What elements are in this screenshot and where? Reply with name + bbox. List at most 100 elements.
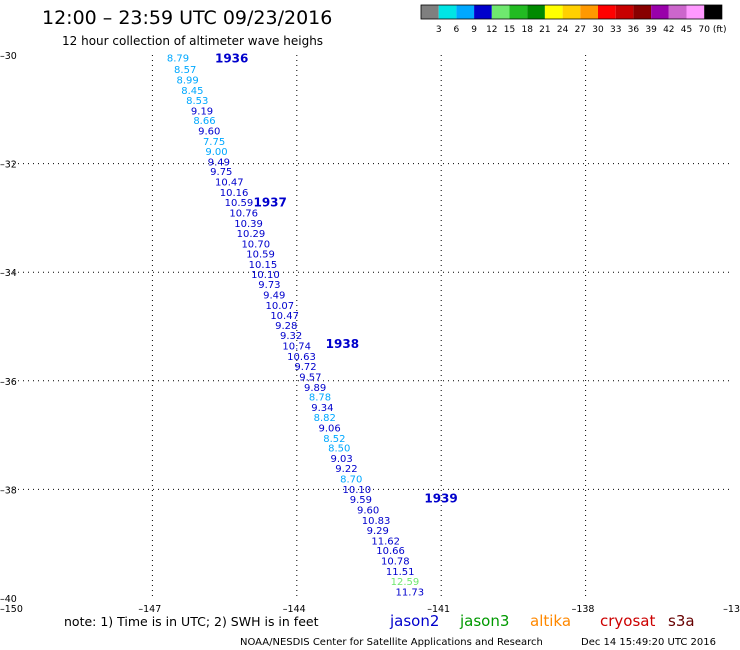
x-tick-label: –141 [427, 604, 450, 615]
swh-value: 11.51 [386, 567, 415, 578]
y-tick-label: –32 [0, 160, 17, 171]
color-swatch [491, 5, 510, 19]
swh-value: 10.59 [246, 250, 275, 261]
swh-value: 10.78 [381, 557, 410, 568]
color-swatch [704, 5, 722, 19]
swh-value: 10.74 [282, 342, 311, 353]
swh-value: 9.00 [205, 147, 227, 158]
color-tick-label: 24 [557, 25, 569, 35]
color-tick-label: 18 [521, 25, 533, 35]
x-tick-label: –147 [138, 604, 161, 615]
timestamp: Dec 14 15:49:20 UTC 2016 [581, 637, 716, 648]
y-tick-label: –36 [0, 377, 17, 388]
color-swatch [580, 5, 598, 19]
swh-value: 10.10 [343, 485, 372, 496]
color-swatch [474, 5, 492, 19]
swh-value: 8.57 [174, 65, 196, 76]
swh-value: 10.59 [225, 198, 254, 209]
color-swatch [456, 5, 475, 19]
pass-time-labels: 1936 1937 1938 1939 [215, 52, 458, 506]
swh-value: 8.70 [340, 475, 362, 486]
swh-value: 9.49 [263, 290, 285, 301]
color-tick-label: 42 [663, 25, 674, 35]
satellite-jason3: jason3 [459, 612, 509, 630]
swh-value: 9.03 [330, 454, 352, 465]
lat-lon-grid [8, 55, 730, 598]
swh-value: 9.57 [299, 372, 321, 383]
swh-value: 9.59 [350, 495, 372, 506]
swh-value: 9.75 [210, 167, 232, 178]
swh-value: 8.53 [186, 96, 208, 107]
swh-value: 10.76 [229, 208, 258, 219]
swh-value: 11.73 [395, 587, 424, 598]
swh-value: 10.39 [234, 219, 263, 230]
color-swatch [686, 5, 705, 19]
color-tick-label: 3 [436, 25, 442, 35]
swh-value: 9.34 [311, 403, 333, 414]
satellite-jason2: jason2 [389, 612, 439, 630]
color-tick-label: 39 [645, 25, 657, 35]
color-swatch [421, 5, 439, 19]
color-tick-label: 70 [698, 25, 710, 35]
swh-value: 10.63 [287, 352, 316, 363]
y-tick-label: –40 [0, 594, 17, 605]
swh-value: 8.50 [328, 444, 350, 455]
color-unit-label: (ft) [713, 25, 727, 35]
swh-value: 8.79 [167, 54, 189, 65]
swh-value: 10.16 [220, 188, 249, 199]
color-tick-label: 30 [592, 25, 604, 35]
x-tick-label: –150 [0, 604, 23, 615]
color-bar-frame [420, 4, 723, 20]
swh-value: 9.60 [357, 505, 379, 516]
color-swatch [651, 5, 669, 19]
swh-value: 11.62 [371, 536, 400, 547]
pass-time-label: 1936 [215, 52, 248, 66]
swh-value: 8.52 [323, 434, 345, 445]
color-swatch [527, 5, 545, 19]
swh-value: 7.75 [203, 137, 225, 148]
satellite-altika: altika [530, 612, 571, 630]
swh-value: 9.29 [367, 526, 389, 537]
color-tick-label: 15 [504, 25, 515, 35]
color-swatch [509, 5, 528, 19]
swh-value: 10.15 [249, 260, 278, 271]
swh-value: 9.28 [275, 321, 297, 332]
swh-value: 9.73 [258, 280, 280, 291]
color-scale-legend: 3 6 9 12 15 18 21 24 27 30 33 36 39 42 45 70 (ft) [420, 4, 727, 35]
y-tick-label: –38 [0, 485, 17, 496]
swh-value: 9.60 [198, 126, 220, 137]
credit-line: NOAA/NESDIS Center for Satellite Applica… [240, 637, 543, 648]
x-tick-label: –144 [283, 604, 306, 615]
color-tick-label: 6 [454, 25, 460, 35]
color-swatch [562, 5, 581, 19]
color-swatch [598, 5, 616, 19]
axis-tick-labels: –150 –147 –144 –141 –138 –13 –30 –32 –34 –36 –38 –4… [0, 51, 740, 615]
pass-time-label: 1937 [253, 196, 286, 210]
swh-value: 9.32 [280, 331, 302, 342]
swh-value: 8.82 [314, 413, 336, 424]
swh-value: 10.10 [251, 270, 280, 281]
pass-time-label: 1939 [424, 492, 457, 506]
swh-value: 8.78 [309, 393, 331, 404]
swh-value: 9.72 [294, 362, 316, 373]
swh-value: 10.83 [362, 516, 391, 527]
x-tick-label: –138 [572, 604, 595, 615]
swh-value-track: 8.798.578.998.458.539.198.669.607.759.00… [167, 54, 424, 599]
y-tick-label: –34 [0, 268, 17, 279]
swh-value: 10.66 [376, 546, 405, 557]
swh-value: 12.59 [391, 577, 420, 588]
swh-value: 8.45 [181, 86, 203, 97]
color-tick-label: 21 [539, 25, 550, 35]
swh-value: 10.47 [215, 178, 244, 189]
swh-value: 9.89 [304, 383, 326, 394]
swh-value: 8.66 [193, 116, 215, 127]
swh-value: 8.99 [176, 75, 198, 86]
satellite-s3a: s3a [668, 612, 695, 630]
color-tick-label: 27 [575, 25, 586, 35]
color-swatch [668, 5, 687, 19]
swh-value: 10.47 [270, 311, 299, 322]
footnote: note: 1) Time is in UTC; 2) SWH is in fe… [64, 614, 319, 629]
x-tick-label: –13 [723, 604, 740, 615]
color-tick-label: 9 [471, 25, 477, 35]
